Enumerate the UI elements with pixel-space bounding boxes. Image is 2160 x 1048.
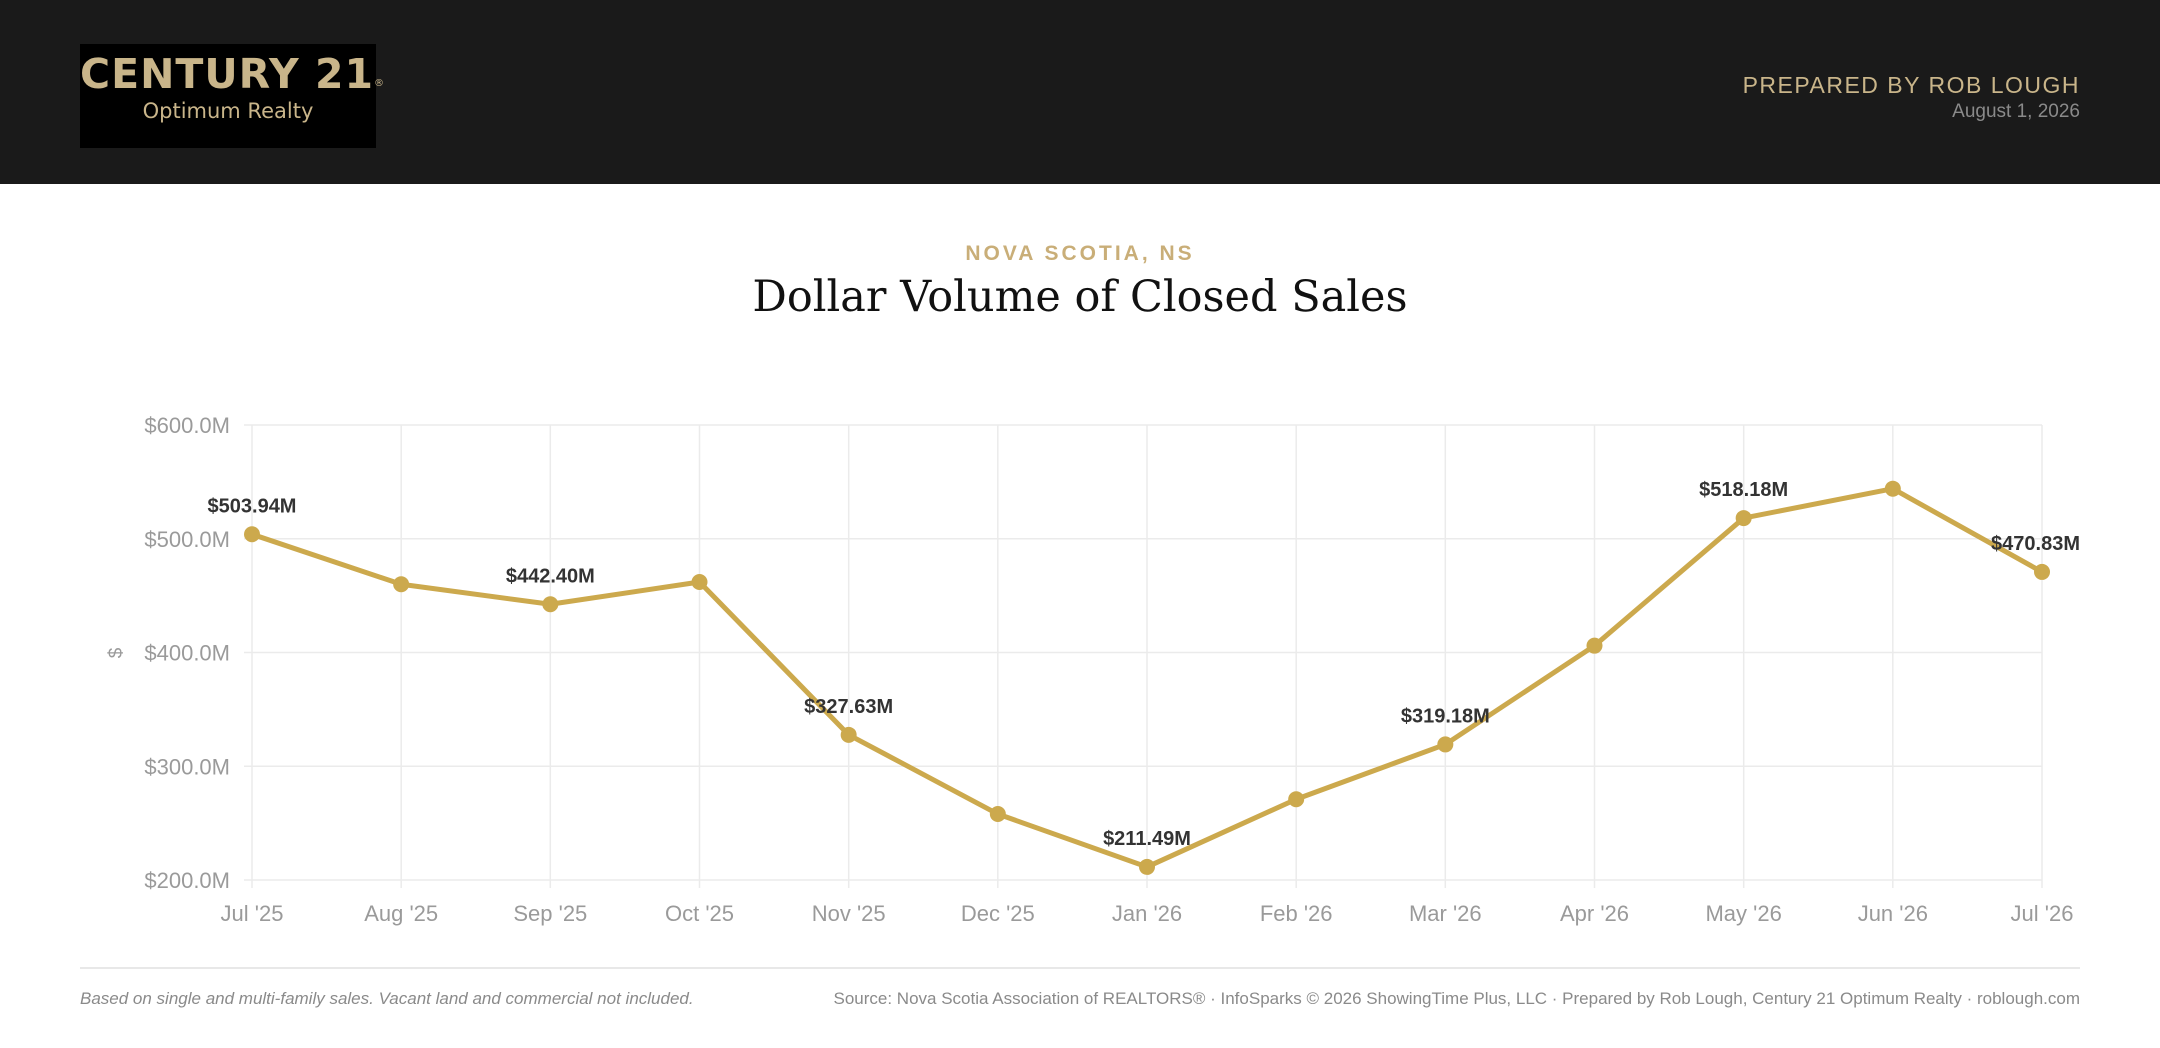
report-header: CENTURY 21® Optimum Realty PREPARED BY R… — [0, 0, 2160, 184]
data-point — [1884, 480, 1901, 497]
data-point — [1586, 637, 1603, 654]
chart-grid — [244, 424, 2043, 888]
data-point — [1288, 791, 1305, 808]
footer-note: Based on single and multi-family sales. … — [80, 989, 694, 1008]
data-point — [840, 726, 857, 743]
x-tick-label: Oct '25 — [665, 901, 734, 926]
y-tick-label: $600.0M — [144, 413, 230, 438]
x-tick-label: Nov '25 — [812, 901, 886, 926]
prepared-by: PREPARED BY ROB LOUGH — [1742, 72, 2080, 98]
data-point — [1139, 858, 1155, 875]
data-label: $470.83M — [1991, 533, 2080, 555]
data-label: $211.49M — [1103, 828, 1191, 850]
chart-series — [244, 480, 2050, 875]
y-axis-label: $ — [106, 647, 127, 658]
data-point — [691, 573, 708, 590]
logo-brand: CENTURY 21® — [80, 50, 386, 98]
footer-divider — [80, 967, 2080, 969]
x-tick-label: Jan '26 — [1112, 901, 1182, 926]
x-tick-label: Dec '25 — [961, 901, 1035, 926]
x-tick-label: Mar '26 — [1409, 901, 1482, 926]
data-label: $319.18M — [1401, 705, 1490, 727]
x-tick-label: Jul '25 — [221, 901, 284, 926]
data-label: $442.40M — [506, 565, 595, 587]
data-point — [1735, 510, 1752, 527]
y-tick-label: $400.0M — [144, 641, 230, 666]
data-label: $518.18M — [1699, 479, 1788, 501]
x-tick-label: Sep '25 — [513, 901, 587, 926]
footer-source: Source: Nova Scotia Association of REALT… — [833, 989, 2081, 1008]
logo-subtitle: Optimum Realty — [142, 99, 314, 123]
x-tick-label: Apr '26 — [1560, 901, 1629, 926]
y-tick-label: $500.0M — [144, 527, 230, 552]
x-tick-label: Feb '26 — [1260, 901, 1333, 926]
x-tick-label: May '26 — [1705, 901, 1781, 926]
century21-logo: CENTURY 21® Optimum Realty — [80, 44, 386, 148]
data-label: $327.63M — [804, 696, 893, 718]
chart-title: Dollar Volume of Closed Sales — [752, 272, 1408, 322]
data-point — [1437, 736, 1454, 753]
report-date: August 1, 2026 — [1952, 101, 2080, 122]
x-tick-label: Jun '26 — [1858, 901, 1928, 926]
y-tick-label: $200.0M — [144, 868, 230, 893]
x-tick-label: Jul '26 — [2011, 901, 2074, 926]
line-chart: $200.0M $300.0M $400.0M $500.0M $600.0M Jul '… — [106, 413, 2080, 926]
chart-axes: $200.0M $300.0M $400.0M $500.0M $600.0M Jul '… — [106, 413, 2073, 926]
data-point — [989, 806, 1006, 823]
x-tick-label: Aug '25 — [364, 901, 438, 926]
data-point — [542, 596, 559, 613]
data-point — [244, 526, 260, 543]
data-label: $503.94M — [208, 495, 297, 517]
y-tick-label: $300.0M — [144, 754, 230, 779]
region-label: NOVA SCOTIA, NS — [965, 242, 1195, 265]
data-point — [393, 576, 410, 593]
chart-data-labels: $503.94M $442.40M $327.63M $211.49M $319.18M… — [208, 479, 2080, 850]
data-point — [2034, 563, 2050, 580]
